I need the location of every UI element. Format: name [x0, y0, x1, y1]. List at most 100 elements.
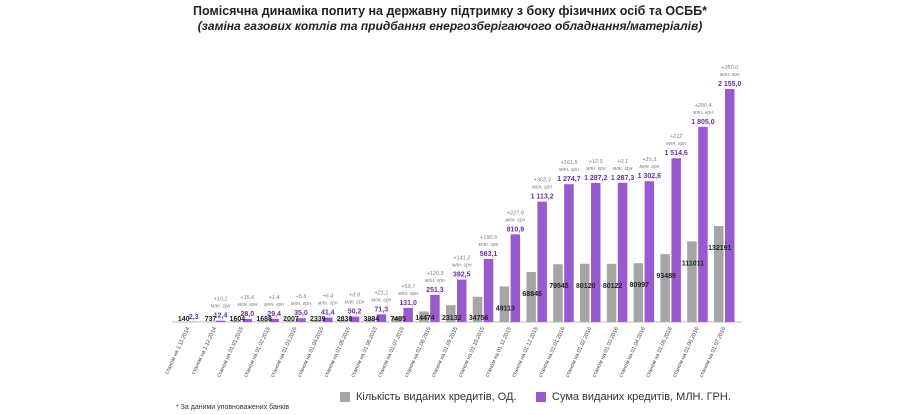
legend-swatch-count — [340, 392, 350, 402]
count-data-label: 140 — [178, 316, 190, 323]
x-tick-label: станом на 01.07.2015 — [377, 326, 406, 378]
amount-bar — [725, 89, 735, 322]
count-data-label: 3984 — [364, 316, 380, 323]
increment-unit-label: млн. грн — [398, 291, 418, 297]
x-tick-label: станом на 01.08.2015 — [404, 326, 433, 378]
count-data-label: 80997 — [630, 282, 650, 289]
count-data-label: 2007 — [283, 316, 299, 323]
x-tick-label: станом на 01.01.2015 — [216, 326, 245, 378]
increment-label: +1,4 — [269, 295, 280, 301]
amount-data-label: 1 113,2 — [531, 194, 554, 201]
chart-title-block: Помісячна динаміка попиту на державну пі… — [0, 4, 900, 34]
amount-data-label: 131,0 — [399, 300, 417, 307]
amount-data-label: 28,0 — [241, 311, 255, 318]
increment-label: +212 — [670, 134, 682, 140]
x-tick-label: станом на 01.03.2015 — [270, 326, 299, 378]
x-tick-label: станом на 01.12.2015 — [511, 326, 540, 378]
amount-bar — [698, 126, 708, 322]
count-data-label: 93489 — [656, 273, 676, 280]
count-bar — [312, 320, 322, 322]
count-bar — [419, 311, 429, 322]
amount-data-label: 1 302,6 — [638, 173, 661, 180]
amount-data-label: 1 514,6 — [664, 150, 687, 157]
amount-bar — [349, 316, 360, 322]
amount-data-label: 41,4 — [321, 310, 335, 317]
footnote: * За даними уповноважених банків — [176, 404, 290, 411]
increment-unit-label: млн. грн — [425, 278, 445, 284]
x-tick-label: станом на 01.04.2016 — [618, 326, 647, 378]
x-tick-label: станом на 01.07.2016 — [699, 326, 728, 378]
count-data-label: 1604 — [230, 316, 246, 323]
x-tick-label: станом на 01.02.2016 — [565, 326, 594, 378]
x-tick-label: станом на 01.05.2015 — [324, 326, 353, 378]
count-bar — [580, 263, 590, 322]
count-bar — [258, 320, 268, 322]
count-bar — [446, 305, 456, 322]
x-tick-label: станом на 1.12.2014 — [191, 326, 218, 375]
increment-unit-label: млн. грн — [532, 185, 552, 191]
chart-title: Помісячна динаміка попиту на державну пі… — [193, 4, 707, 18]
legend-label-amount: Сума виданих кредитів, МЛН. ГРН. — [552, 391, 731, 403]
amount-data-label: 35,0 — [294, 310, 308, 317]
count-bar — [231, 320, 242, 322]
increment-label: +302,3 — [534, 178, 552, 184]
x-tick-label: станом на 01.05.2016 — [645, 326, 674, 378]
amount-bar — [242, 318, 253, 322]
increment-unit-label: млн. грн — [586, 166, 606, 172]
count-bar — [392, 316, 402, 322]
count-bar — [285, 320, 295, 322]
amount-bar — [403, 307, 413, 322]
count-data-label: 68845 — [522, 291, 542, 298]
amount-data-label: 1 287,3 — [611, 175, 634, 182]
amount-bar — [430, 294, 440, 322]
amount-bar — [215, 320, 226, 322]
count-data-label: 80120 — [576, 283, 596, 290]
amount-bar — [269, 318, 279, 322]
increment-unit-label: млн. грн — [479, 242, 499, 248]
count-bar — [472, 296, 483, 322]
amount-bar — [671, 158, 681, 322]
increment-label: +10,1 — [214, 297, 228, 303]
count-bar — [633, 263, 644, 322]
amount-data-label: 251,3 — [426, 287, 444, 294]
count-bar — [687, 241, 697, 322]
increment-label: +15,6 — [240, 295, 255, 301]
amount-bar — [537, 201, 547, 322]
increment-label: +227,8 — [507, 210, 525, 216]
increment-label: +6,4 — [322, 294, 333, 300]
x-tick-label: станом на 01.02.2015 — [243, 326, 272, 378]
amount-bar — [376, 314, 387, 322]
x-tick-label: станом на 01.10.2015 — [458, 326, 487, 378]
increment-label: +5,6 — [296, 294, 308, 300]
count-bar — [606, 263, 617, 322]
count-bar — [365, 319, 376, 322]
increment-unit-label: млн. грн — [505, 217, 525, 223]
increment-unit-label: млн. грн — [318, 301, 338, 307]
count-bar — [714, 226, 724, 322]
amount-bar — [323, 317, 333, 322]
increment-unit-label: млн. грн — [345, 300, 365, 306]
legend-swatch-amount — [536, 392, 546, 402]
x-tick-label: станом на 01.06.2016 — [672, 326, 701, 378]
count-data-label: 737 — [205, 316, 217, 323]
count-data-label: 79545 — [549, 283, 569, 290]
count-data-label: 2838 — [337, 316, 353, 323]
increment-label: +120,3 — [426, 271, 444, 277]
increment-label: +0,1 — [617, 159, 628, 165]
increment-label: +161,5 — [560, 160, 578, 166]
amount-bar — [510, 234, 521, 322]
increment-unit-label: млн. грн — [211, 304, 231, 310]
amount-data-label: 583,1 — [480, 251, 498, 258]
increment-label: +8,8 — [349, 293, 361, 299]
increment-unit-label: млн. грн — [613, 166, 633, 172]
amount-bar — [457, 279, 467, 322]
count-bar — [338, 319, 349, 322]
amount-data-label: 1 805,0 — [691, 119, 714, 126]
count-data-label: 7405 — [390, 316, 406, 323]
x-tick-label: станом на 01.06.2015 — [350, 326, 379, 378]
amount-data-label: 1 274,7 — [557, 176, 580, 183]
increment-unit-label: млн. грн — [559, 167, 579, 173]
x-tick-label: станом на 1.11.2014 — [164, 326, 191, 375]
count-bar — [204, 321, 215, 322]
